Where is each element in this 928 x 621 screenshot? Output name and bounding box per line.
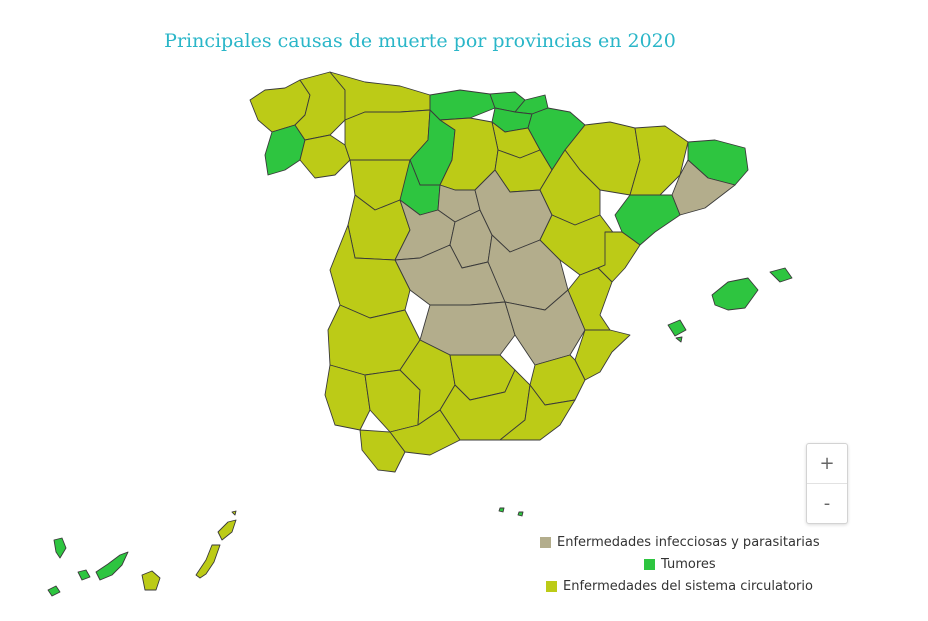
- zoom-control: + -: [806, 443, 848, 524]
- legend-item-circulatorio[interactable]: Enfermedades del sistema circulatorio: [540, 575, 820, 597]
- region-mallorca[interactable]: [711, 277, 759, 311]
- region-toledo[interactable]: [394, 244, 506, 306]
- region-albacete[interactable]: [504, 289, 586, 366]
- region-castellon[interactable]: [597, 231, 641, 283]
- legend-label: Enfermedades infecciosas y parasitarias: [557, 534, 820, 550]
- map-legend: Enfermedades infecciosas y parasitarias …: [540, 531, 820, 597]
- region-la-gomera[interactable]: [77, 569, 91, 581]
- region-cadiz[interactable]: [359, 429, 406, 473]
- legend-swatch: [546, 580, 557, 592]
- region-la-graciosa[interactable]: [231, 510, 237, 516]
- region-tarragona[interactable]: [614, 194, 681, 246]
- region-alicante[interactable]: [574, 329, 631, 381]
- region-cantabria[interactable]: [429, 89, 496, 121]
- map-title: Principales causas de muerte por provinc…: [164, 30, 676, 52]
- region-ourense[interactable]: [299, 134, 351, 179]
- region-pontevedra[interactable]: [264, 124, 306, 176]
- region-gran-canaria[interactable]: [141, 570, 161, 591]
- zoom-out-button[interactable]: -: [807, 484, 847, 523]
- region-ceuta[interactable]: [498, 507, 505, 513]
- region-melilla[interactable]: [517, 511, 524, 517]
- legend-item-tumores[interactable]: Tumores: [540, 553, 820, 575]
- region-formentera[interactable]: [675, 336, 683, 343]
- region-fuerteventura[interactable]: [195, 544, 221, 579]
- region-lleida[interactable]: [629, 125, 689, 196]
- zoom-in-button[interactable]: +: [807, 444, 847, 483]
- region-tenerife[interactable]: [95, 551, 129, 581]
- legend-item-infecciosas[interactable]: Enfermedades infecciosas y parasitarias: [540, 531, 820, 553]
- legend-swatch: [644, 558, 655, 570]
- region-el-hierro[interactable]: [47, 585, 61, 597]
- legend-label: Tumores: [661, 556, 716, 572]
- region-huelva[interactable]: [324, 364, 371, 431]
- legend-label: Enfermedades del sistema circulatorio: [563, 578, 813, 594]
- region-lanzarote[interactable]: [217, 519, 237, 541]
- region-la-palma[interactable]: [53, 537, 67, 559]
- legend-swatch: [540, 536, 551, 548]
- region-almeria[interactable]: [499, 384, 576, 441]
- region-ibiza[interactable]: [667, 319, 687, 337]
- region-menorca[interactable]: [769, 267, 793, 283]
- region-barcelona[interactable]: [671, 159, 736, 216]
- zoom-divider: [807, 483, 847, 484]
